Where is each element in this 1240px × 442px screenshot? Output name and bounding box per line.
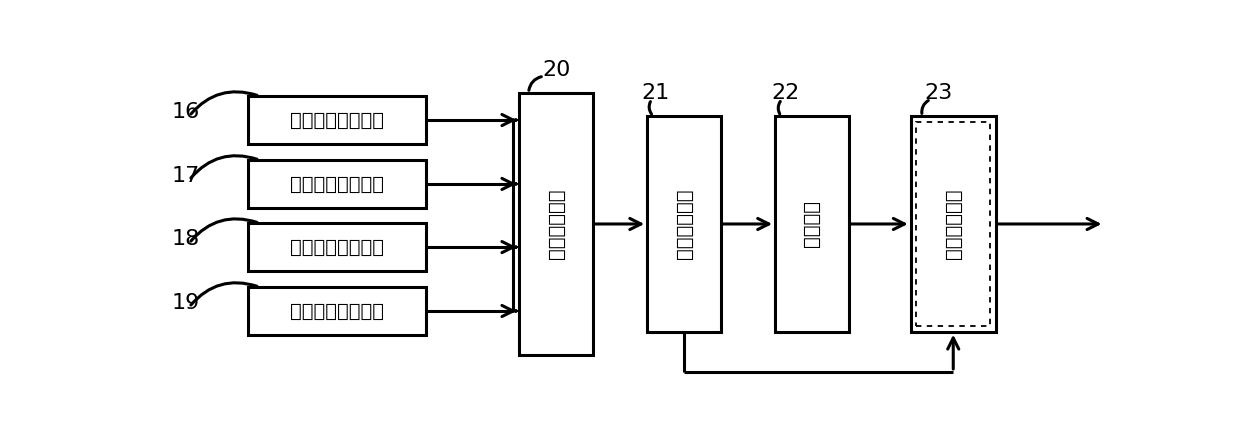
FancyBboxPatch shape — [916, 122, 991, 326]
Text: 第一位姿估计单元: 第一位姿估计单元 — [290, 110, 384, 130]
Text: 20: 20 — [543, 60, 570, 80]
Text: 第三位姿估计单元: 第三位姿估计单元 — [290, 238, 384, 256]
Text: 18: 18 — [172, 229, 201, 249]
Text: 第二位姿估计单元: 第二位姿估计单元 — [290, 175, 384, 194]
Text: 17: 17 — [172, 166, 201, 186]
FancyBboxPatch shape — [248, 287, 427, 335]
Text: 建图模块: 建图模块 — [802, 201, 821, 248]
Text: 坐标转换模块: 坐标转换模块 — [547, 189, 565, 259]
FancyBboxPatch shape — [775, 116, 848, 332]
Text: 23: 23 — [925, 83, 952, 103]
Text: 第四位姿估计单元: 第四位姿估计单元 — [290, 301, 384, 320]
FancyBboxPatch shape — [248, 160, 427, 208]
FancyBboxPatch shape — [910, 116, 996, 332]
Text: 19: 19 — [172, 293, 201, 313]
FancyBboxPatch shape — [520, 93, 593, 355]
FancyBboxPatch shape — [248, 96, 427, 144]
Text: 16: 16 — [172, 103, 201, 122]
FancyBboxPatch shape — [647, 116, 720, 332]
Text: 21: 21 — [641, 83, 670, 103]
Text: 22: 22 — [771, 83, 800, 103]
Text: 集成估计模块: 集成估计模块 — [944, 189, 962, 259]
Text: 信息综合模块: 信息综合模块 — [675, 189, 693, 259]
FancyBboxPatch shape — [248, 223, 427, 271]
